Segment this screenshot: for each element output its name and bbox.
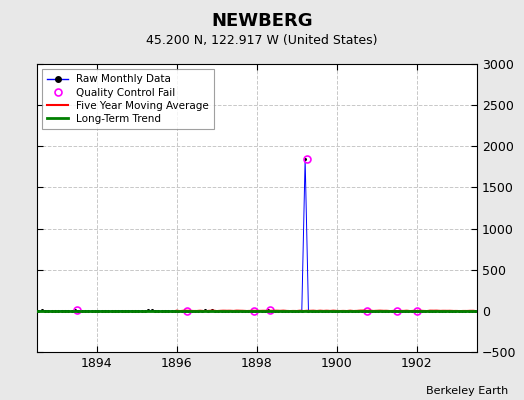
Y-axis label: Temperature Anomaly (°C): Temperature Anomaly (°C) (522, 124, 524, 292)
Legend: Raw Monthly Data, Quality Control Fail, Five Year Moving Average, Long-Term Tren: Raw Monthly Data, Quality Control Fail, … (42, 69, 214, 129)
Text: Berkeley Earth: Berkeley Earth (426, 386, 508, 396)
Text: 45.200 N, 122.917 W (United States): 45.200 N, 122.917 W (United States) (146, 34, 378, 47)
Text: NEWBERG: NEWBERG (211, 12, 313, 30)
